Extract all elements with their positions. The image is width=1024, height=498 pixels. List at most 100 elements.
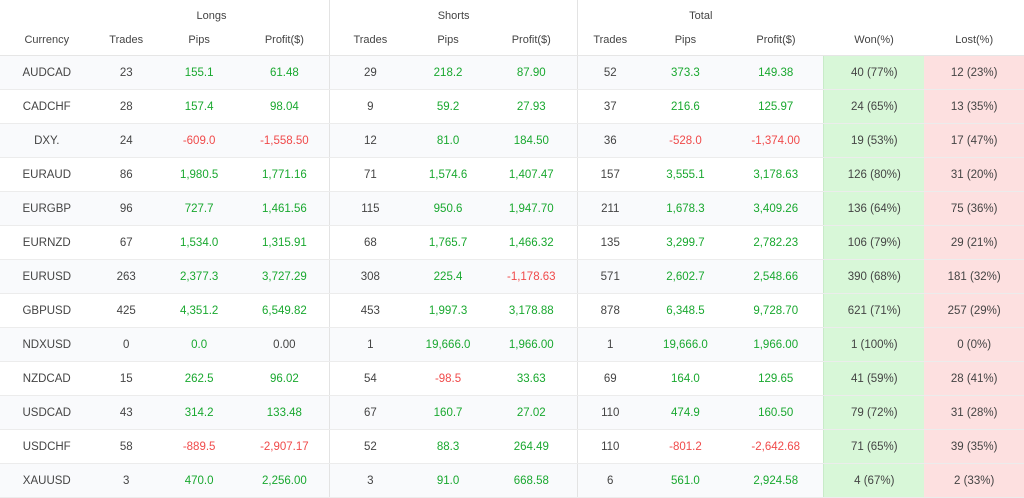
col-won[interactable]: Won(%): [823, 24, 925, 56]
cell-currency: EURGBP: [0, 191, 94, 226]
cell-longs-trades: 3: [93, 463, 159, 498]
table-row[interactable]: DXY. 24 -609.0 -1,558.50 12 81.0 184.50 36 -528.…: [0, 123, 1024, 158]
cell-total-pips: 1,678.3: [642, 191, 729, 226]
cell-total-pips: -801.2: [642, 429, 729, 464]
col-currency[interactable]: Currency: [0, 24, 94, 56]
cell-longs-trades: 0: [93, 327, 159, 362]
table-row[interactable]: XAUUSD 3 470.0 2,256.00 3 91.0 668.58 6 561.0 2,9…: [0, 463, 1024, 498]
cell-shorts-profit: 27.02: [485, 395, 578, 430]
cell-shorts-trades: 453: [329, 293, 411, 328]
cell-shorts-trades: 308: [329, 259, 411, 294]
cell-shorts-pips: 19,666.0: [410, 327, 486, 362]
cell-won: 106 (79%): [823, 225, 925, 260]
column-header-row: Currency Trades Pips Profit($) Trades Pi…: [0, 24, 1024, 56]
cell-longs-profit: 61.48: [239, 55, 330, 90]
cell-longs-trades: 58: [93, 429, 159, 464]
cell-total-pips: 216.6: [642, 89, 729, 124]
cell-shorts-profit: 33.63: [485, 361, 578, 396]
table-row[interactable]: AUDCAD 23 155.1 61.48 29 218.2 87.90 52 373.3 149…: [0, 55, 1024, 90]
cell-total-pips: -528.0: [642, 123, 729, 158]
cell-total-trades: 6: [576, 463, 643, 498]
cell-longs-trades: 263: [93, 259, 159, 294]
cell-shorts-profit: 1,947.70: [485, 191, 578, 226]
cell-longs-pips: 470.0: [158, 463, 240, 498]
table-row[interactable]: GBPUSD 425 4,351.2 6,549.82 453 1,997.3 3,178.…: [0, 293, 1024, 328]
cell-total-profit: 2,924.58: [728, 463, 824, 498]
cell-lost: 29 (21%): [924, 225, 1024, 260]
cell-lost: 12 (23%): [924, 55, 1024, 90]
col-total-pips[interactable]: Pips: [642, 24, 729, 56]
cell-total-trades: 878: [576, 293, 643, 328]
cell-longs-trades: 67: [93, 225, 159, 260]
cell-total-pips: 6,348.5: [642, 293, 729, 328]
cell-shorts-pips: -98.5: [410, 361, 486, 396]
cell-total-trades: 36: [576, 123, 643, 158]
cell-total-profit: 129.65: [728, 361, 824, 396]
table-row[interactable]: NZDCAD 15 262.5 96.02 54 -98.5 33.63 69 164.0 129…: [0, 361, 1024, 396]
col-longs-trades[interactable]: Trades: [93, 24, 159, 56]
table-row[interactable]: CADCHF 28 157.4 98.04 9 59.2 27.93 37 216.6 125.9…: [0, 89, 1024, 124]
cell-shorts-trades: 29: [329, 55, 411, 90]
table-row[interactable]: NDXUSD 0 0.0 0.00 1 19,666.0 1,966.00 1 19,666.0…: [0, 327, 1024, 362]
cell-total-profit: 3,178.63: [728, 157, 824, 192]
cell-shorts-profit: -1,178.63: [485, 259, 578, 294]
cell-total-trades: 571: [576, 259, 643, 294]
cell-won: 4 (67%): [823, 463, 925, 498]
cell-total-trades: 52: [576, 55, 643, 90]
cell-total-profit: 160.50: [728, 395, 824, 430]
cell-won: 390 (68%): [823, 259, 925, 294]
cell-shorts-pips: 160.7: [410, 395, 486, 430]
table-row[interactable]: EURGBP 96 727.7 1,461.56 115 950.6 1,947.70 211…: [0, 191, 1024, 226]
group-shorts: Shorts: [329, 0, 578, 24]
cell-currency: USDCHF: [0, 429, 94, 464]
col-shorts-pips[interactable]: Pips: [410, 24, 486, 56]
cell-total-profit: 2,782.23: [728, 225, 824, 260]
cell-shorts-trades: 1: [329, 327, 411, 362]
cell-longs-pips: 157.4: [158, 89, 240, 124]
cell-shorts-profit: 264.49: [485, 429, 578, 464]
cell-shorts-profit: 1,466.32: [485, 225, 578, 260]
table-row[interactable]: USDCAD 43 314.2 133.48 67 160.7 27.02 110 474.9 1…: [0, 395, 1024, 430]
cell-lost: 28 (41%): [924, 361, 1024, 396]
cell-total-trades: 157: [576, 157, 643, 192]
cell-longs-profit: 1,315.91: [239, 225, 330, 260]
col-longs-profit[interactable]: Profit($): [239, 24, 330, 56]
cell-currency: USDCAD: [0, 395, 94, 430]
col-longs-pips[interactable]: Pips: [158, 24, 240, 56]
col-shorts-trades[interactable]: Trades: [329, 24, 411, 56]
cell-shorts-profit: 1,966.00: [485, 327, 578, 362]
col-shorts-profit[interactable]: Profit($): [485, 24, 578, 56]
table-row[interactable]: USDCHF 58 -889.5 -2,907.17 52 88.3 264.49 110 -8…: [0, 429, 1024, 464]
cell-longs-profit: 1,461.56: [239, 191, 330, 226]
cell-shorts-profit: 668.58: [485, 463, 578, 498]
table-row[interactable]: EURAUD 86 1,980.5 1,771.16 71 1,574.6 1,407.47…: [0, 157, 1024, 192]
table-row[interactable]: EURNZD 67 1,534.0 1,315.91 68 1,765.7 1,466.32…: [0, 225, 1024, 260]
cell-shorts-profit: 184.50: [485, 123, 578, 158]
cell-shorts-pips: 59.2: [410, 89, 486, 124]
table-row[interactable]: EURUSD 263 2,377.3 3,727.29 308 225.4 -1,178.6…: [0, 259, 1024, 294]
cell-longs-trades: 24: [93, 123, 159, 158]
cell-won: 79 (72%): [823, 395, 925, 430]
cell-total-profit: -2,642.68: [728, 429, 824, 464]
cell-currency: EURAUD: [0, 157, 94, 192]
cell-total-trades: 110: [576, 429, 643, 464]
cell-currency: CADCHF: [0, 89, 94, 124]
group-spacer: [0, 0, 94, 24]
cell-total-profit: 125.97: [728, 89, 824, 124]
cell-lost: 31 (20%): [924, 157, 1024, 192]
col-total-trades[interactable]: Trades: [576, 24, 643, 56]
cell-lost: 257 (29%): [924, 293, 1024, 328]
cell-shorts-pips: 1,765.7: [410, 225, 486, 260]
col-total-profit[interactable]: Profit($): [728, 24, 824, 56]
col-lost[interactable]: Lost(%): [924, 24, 1024, 56]
cell-longs-pips: 2,377.3: [158, 259, 240, 294]
cell-shorts-profit: 1,407.47: [485, 157, 578, 192]
cell-lost: 39 (35%): [924, 429, 1024, 464]
cell-shorts-trades: 3: [329, 463, 411, 498]
cell-won: 19 (53%): [823, 123, 925, 158]
cell-lost: 2 (33%): [924, 463, 1024, 498]
cell-won: 126 (80%): [823, 157, 925, 192]
cell-shorts-trades: 68: [329, 225, 411, 260]
cell-shorts-trades: 52: [329, 429, 411, 464]
